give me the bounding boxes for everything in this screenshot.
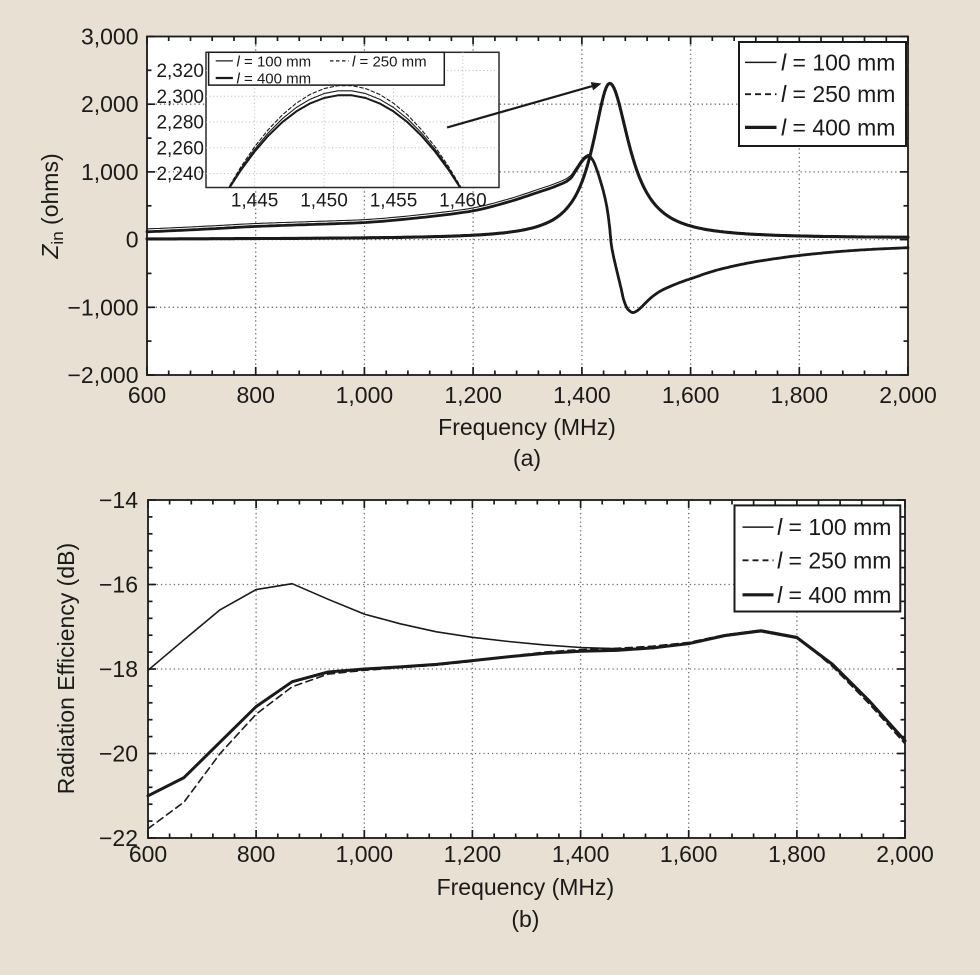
svg-text:l = 100 mm: l = 100 mm [237, 53, 312, 70]
svg-text:1,200: 1,200 [444, 841, 502, 867]
svg-text:600: 600 [128, 382, 166, 408]
svg-text:2,240: 2,240 [156, 164, 204, 185]
svg-text:l = 250 mm: l = 250 mm [777, 547, 891, 573]
svg-text:Frequency (MHz): Frequency (MHz) [438, 414, 616, 440]
svg-text:−1,000: −1,000 [68, 294, 139, 320]
svg-text:l = 100 mm: l = 100 mm [781, 49, 895, 75]
svg-text:1,445: 1,445 [231, 191, 279, 212]
svg-text:1,000: 1,000 [81, 159, 139, 185]
svg-text:(a): (a) [513, 445, 541, 471]
svg-text:1,800: 1,800 [768, 841, 826, 867]
svg-text:−14: −14 [99, 487, 138, 513]
svg-text:l = 100 mm: l = 100 mm [777, 514, 891, 540]
svg-text:Radiation Efficiency (dB): Radiation Efficiency (dB) [53, 543, 79, 794]
svg-text:600: 600 [129, 841, 167, 867]
svg-text:l = 400 mm: l = 400 mm [777, 582, 891, 608]
svg-text:2,000: 2,000 [879, 382, 937, 408]
svg-text:Frequency (MHz): Frequency (MHz) [437, 874, 615, 900]
svg-text:2,000: 2,000 [81, 91, 139, 117]
svg-text:1,600: 1,600 [660, 841, 718, 867]
svg-text:1,450: 1,450 [300, 191, 348, 212]
svg-text:1,800: 1,800 [771, 382, 829, 408]
svg-text:l = 400 mm: l = 400 mm [237, 70, 312, 87]
svg-text:1,000: 1,000 [336, 841, 394, 867]
svg-text:800: 800 [237, 841, 275, 867]
svg-text:l = 400 mm: l = 400 mm [781, 114, 895, 140]
svg-text:1,600: 1,600 [662, 382, 720, 408]
svg-text:−18: −18 [99, 656, 138, 682]
svg-text:1,400: 1,400 [552, 841, 610, 867]
svg-text:1,460: 1,460 [439, 191, 487, 212]
svg-text:800: 800 [237, 382, 275, 408]
svg-text:2,260: 2,260 [156, 138, 204, 159]
svg-text:−16: −16 [99, 572, 138, 598]
svg-text:2,280: 2,280 [156, 113, 204, 134]
svg-text:1,200: 1,200 [444, 382, 502, 408]
svg-text:1,000: 1,000 [336, 382, 394, 408]
svg-text:(b): (b) [511, 906, 539, 932]
svg-text:l = 250 mm: l = 250 mm [781, 81, 895, 107]
svg-text:1,400: 1,400 [553, 382, 611, 408]
svg-text:2,000: 2,000 [876, 841, 934, 867]
svg-text:−20: −20 [99, 741, 138, 767]
svg-text:−22: −22 [99, 825, 138, 851]
svg-text:2,300: 2,300 [156, 87, 204, 108]
svg-text:0: 0 [126, 227, 139, 253]
svg-text:1,455: 1,455 [370, 191, 418, 212]
svg-text:2,320: 2,320 [156, 61, 204, 82]
svg-text:3,000: 3,000 [81, 24, 139, 50]
svg-text:l = 250 mm: l = 250 mm [352, 53, 427, 70]
svg-text:−2,000: −2,000 [68, 362, 139, 388]
